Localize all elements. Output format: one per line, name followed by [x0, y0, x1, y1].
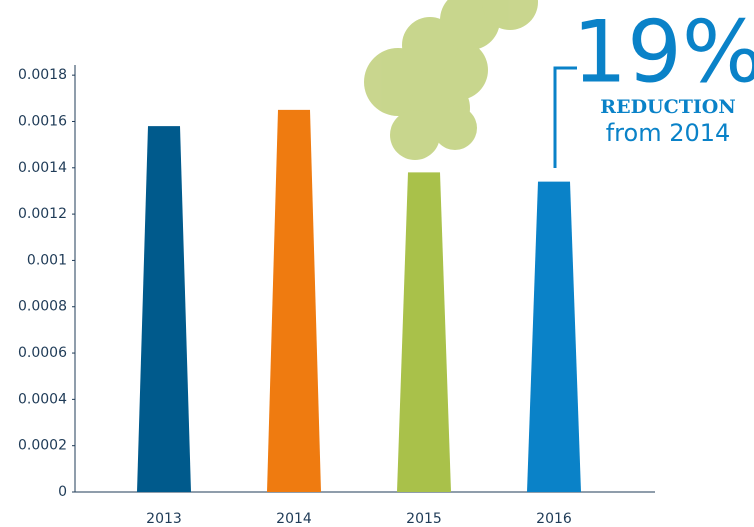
bar: [137, 126, 191, 493]
y-tick-label: 0.0018: [18, 67, 67, 83]
y-tick-label: 0.0012: [18, 206, 67, 222]
x-tick-label: 2014: [276, 511, 312, 527]
bar: [267, 109, 321, 492]
annotation-bracket: [553, 66, 577, 168]
x-tick-label: 2016: [536, 511, 572, 527]
smoke-cloud: [364, 0, 538, 160]
y-tick-label: 0.0014: [18, 160, 67, 176]
y-tick-label: 0.0006: [18, 345, 67, 361]
x-tick-label: 2015: [406, 511, 442, 527]
bar: [527, 181, 581, 492]
annotation-line2: from 2014: [606, 119, 731, 147]
y-tick-label: 0.0008: [18, 299, 67, 315]
y-tick-label: 0.001: [27, 252, 67, 268]
y-tick-label: 0.0016: [18, 113, 67, 129]
annotation-value: 19%: [572, 2, 754, 102]
y-tick-label: 0: [58, 484, 67, 500]
annotation-line1: REDUCTION: [600, 96, 735, 118]
x-tick-label: 2013: [146, 511, 182, 527]
y-tick-label: 0.0002: [18, 438, 67, 454]
y-tick-label: 0.0004: [18, 391, 67, 407]
bar: [397, 172, 451, 492]
